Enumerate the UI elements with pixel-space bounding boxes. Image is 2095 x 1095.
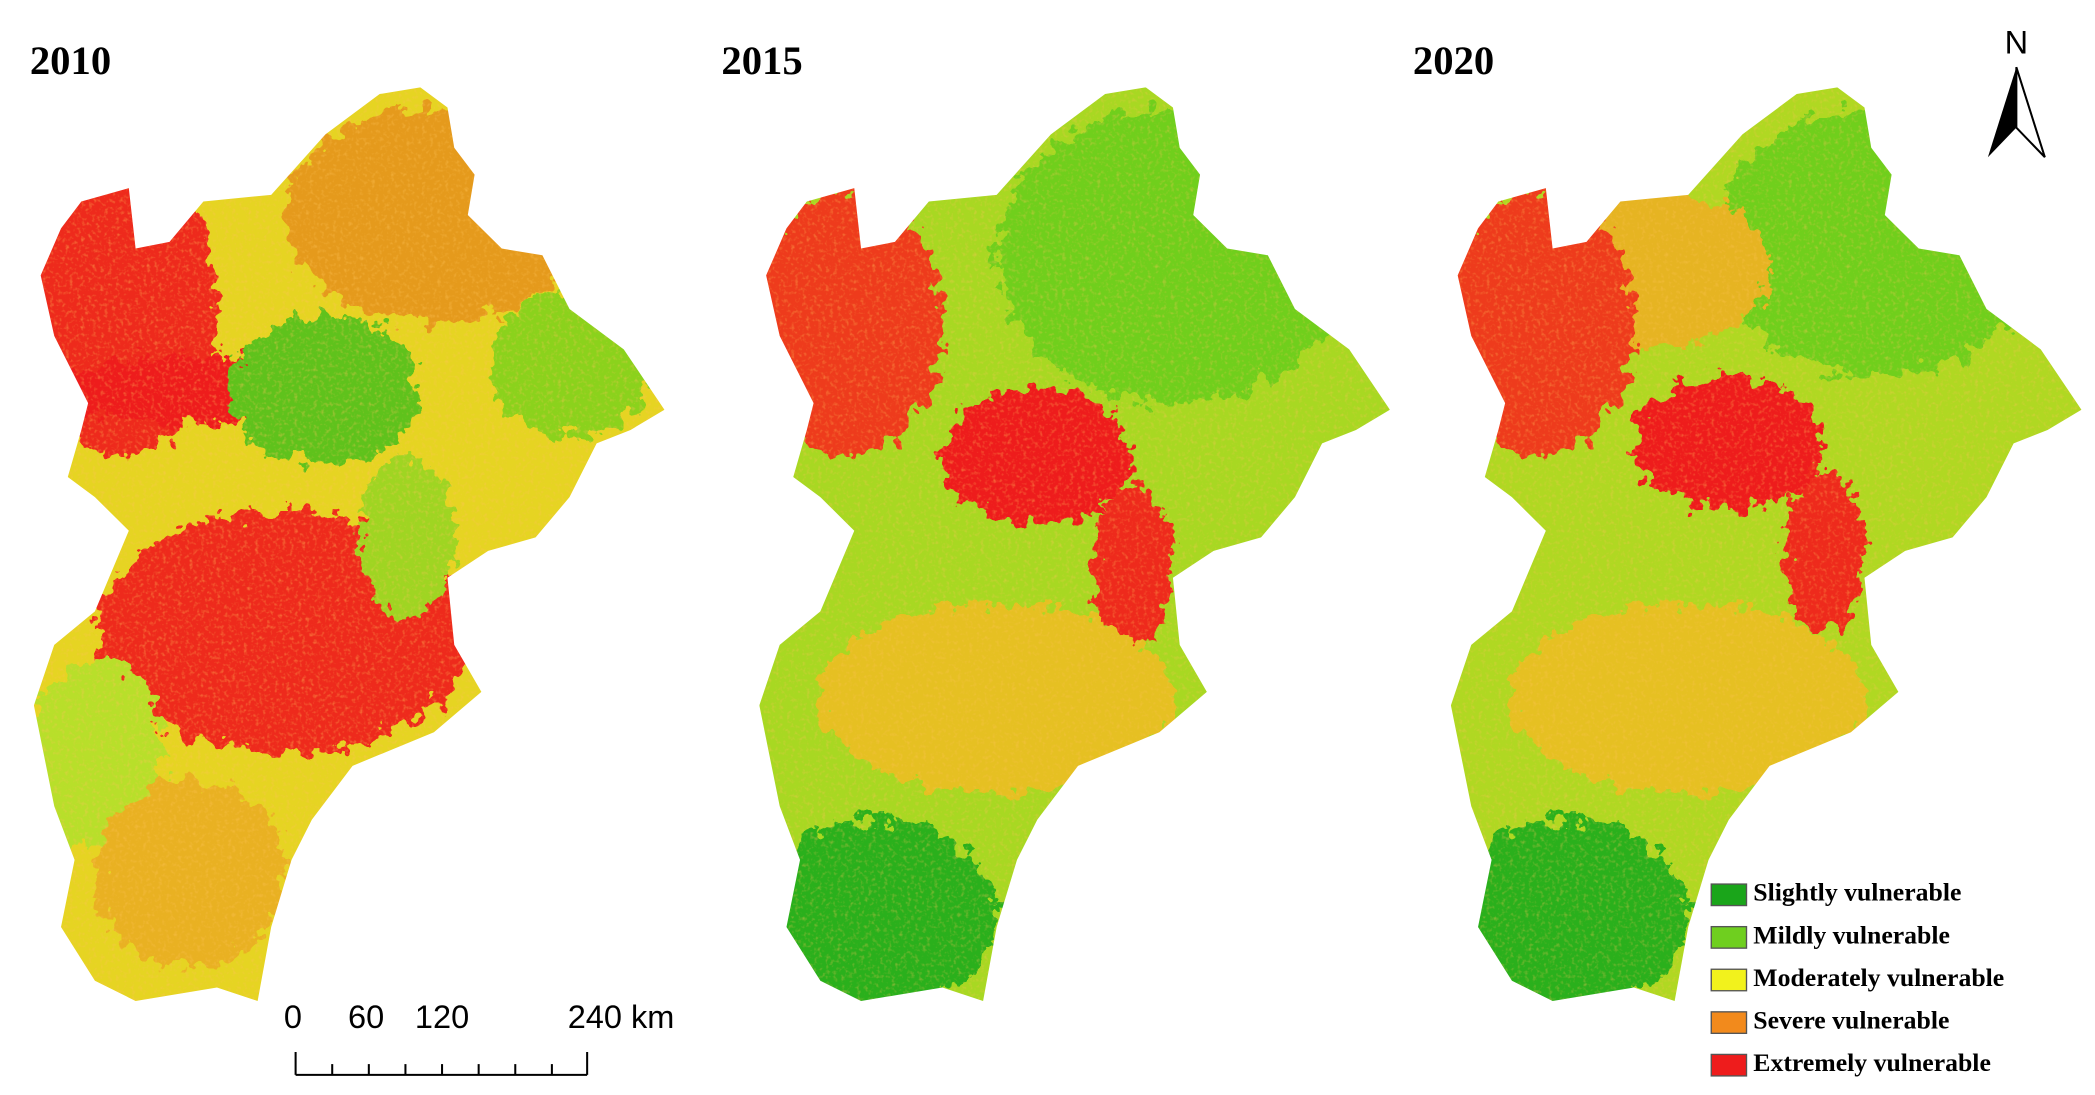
legend-label: Slightly vulnerable xyxy=(1753,878,1961,907)
legend-swatch xyxy=(1710,883,1748,907)
map-2015 xyxy=(759,87,1390,1001)
legend-swatch xyxy=(1710,925,1748,949)
year-title: 2020 xyxy=(1413,38,1494,83)
legend-swatch xyxy=(1710,968,1748,992)
year-title: 2015 xyxy=(721,38,802,83)
scale-label: 60 xyxy=(348,999,384,1035)
scale-label: 240 km xyxy=(568,999,675,1035)
legend-label: Extremely vulnerable xyxy=(1753,1048,1991,1077)
scale-label: 120 xyxy=(415,999,469,1035)
legend-label: Moderately vulnerable xyxy=(1753,963,2004,992)
year-title: 2010 xyxy=(30,38,111,83)
legend: Slightly vulnerable Mildly vulnerable Mode… xyxy=(1710,878,2004,1077)
legend-label: Severe vulnerable xyxy=(1753,1006,1949,1035)
north-arrow: N xyxy=(1987,25,2046,158)
legend-swatch xyxy=(1710,1053,1748,1077)
scale-bar xyxy=(294,1052,589,1076)
north-label: N xyxy=(2005,25,2028,61)
scale-label: 0 xyxy=(284,999,302,1035)
map-2010 xyxy=(33,87,665,1001)
legend-swatch xyxy=(1710,1011,1748,1035)
legend-label: Mildly vulnerable xyxy=(1753,920,1950,949)
